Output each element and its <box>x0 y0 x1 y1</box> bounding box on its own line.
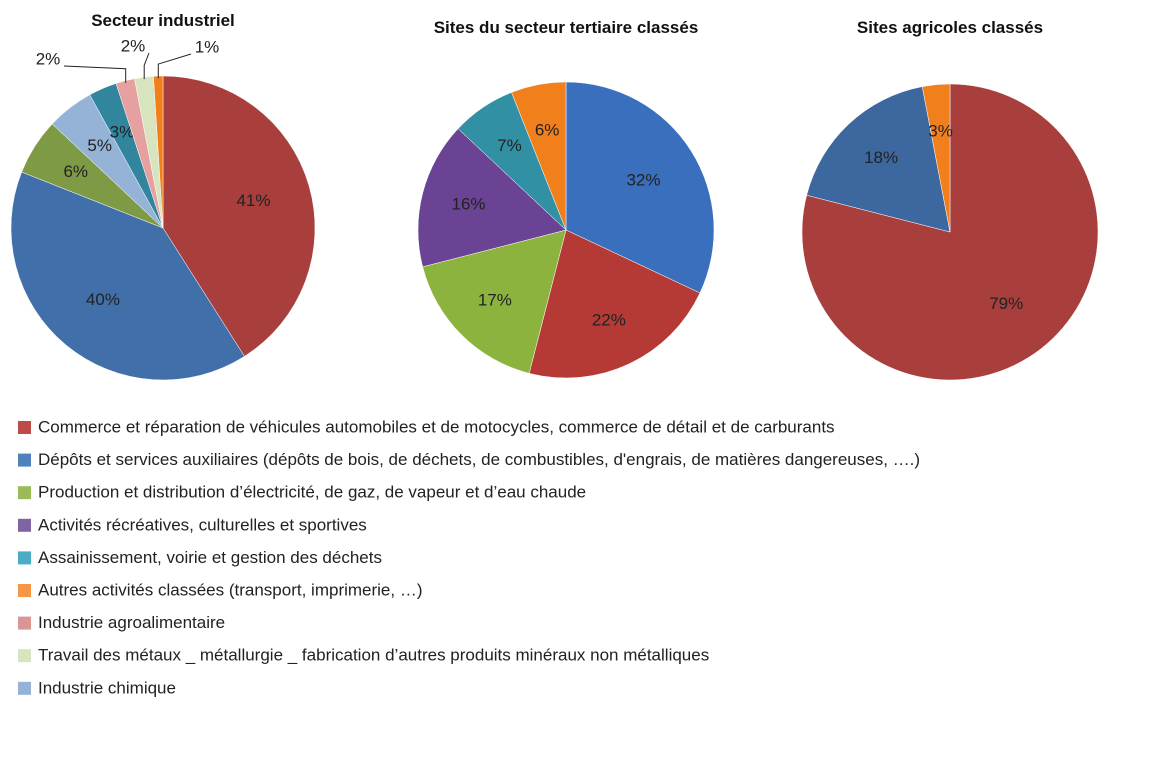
pie-slice <box>162 75 316 357</box>
leader-line <box>63 65 127 83</box>
legend-swatch <box>18 518 31 532</box>
legend-swatch <box>18 649 31 663</box>
value-label: 41% <box>236 191 270 210</box>
value-label: 3% <box>928 121 953 140</box>
value-label: 79% <box>989 294 1023 313</box>
value-label: 5% <box>87 136 112 155</box>
leader-line <box>157 53 192 79</box>
legend-label: Dépôts et services auxiliaires (dépôts d… <box>38 450 920 469</box>
leader-line <box>143 52 150 80</box>
legend-swatch <box>18 486 31 500</box>
legend-swatch <box>18 421 31 434</box>
value-label: 3% <box>110 123 135 142</box>
value-label: 40% <box>86 290 120 309</box>
pie-title: Sites agricoles classés <box>856 18 1044 37</box>
value-label: 1% <box>195 37 220 56</box>
pie-slice <box>528 229 701 379</box>
value-label: 2% <box>121 36 146 55</box>
legend-label: Commerce et réparation de véhicules auto… <box>38 417 835 436</box>
value-label: 6% <box>535 121 560 140</box>
legend-label: Industrie agroalimentaire <box>38 613 225 632</box>
legend-label: Assainissement, voirie et gestion des dé… <box>38 548 382 567</box>
legend-swatch <box>18 551 31 565</box>
value-label: 2% <box>36 49 61 68</box>
legend-label: Production et distribution d’électricité… <box>38 483 586 502</box>
legend-swatch <box>18 616 31 630</box>
pie-slice <box>417 128 567 268</box>
pie-title: Secteur industriel <box>91 11 235 30</box>
value-label: 17% <box>478 291 512 310</box>
value-label: 16% <box>452 194 486 213</box>
pie-slice <box>511 81 567 231</box>
value-label: 18% <box>864 148 898 167</box>
value-label: 22% <box>592 311 626 330</box>
legend-swatch <box>18 453 31 467</box>
legend-swatch <box>18 681 31 695</box>
value-label: 32% <box>626 170 660 189</box>
legend-label: Travail des métaux _ métallurgie _ fabri… <box>38 646 709 665</box>
value-label: 6% <box>63 162 88 181</box>
pie-slice <box>921 83 951 233</box>
pie-slice <box>10 171 245 381</box>
legend-label: Activités récréatives, culturelles et sp… <box>38 515 367 534</box>
pie-title: Sites du secteur tertiaire classés <box>433 18 699 37</box>
legend-label: Autres activités classées (transport, im… <box>38 580 423 599</box>
value-label: 7% <box>497 136 522 155</box>
pie-slice <box>565 81 715 294</box>
pie-slice <box>806 86 951 233</box>
legend-label: Industrie chimique <box>38 678 176 697</box>
legend-swatch <box>18 584 31 597</box>
pie-slice <box>422 229 567 374</box>
